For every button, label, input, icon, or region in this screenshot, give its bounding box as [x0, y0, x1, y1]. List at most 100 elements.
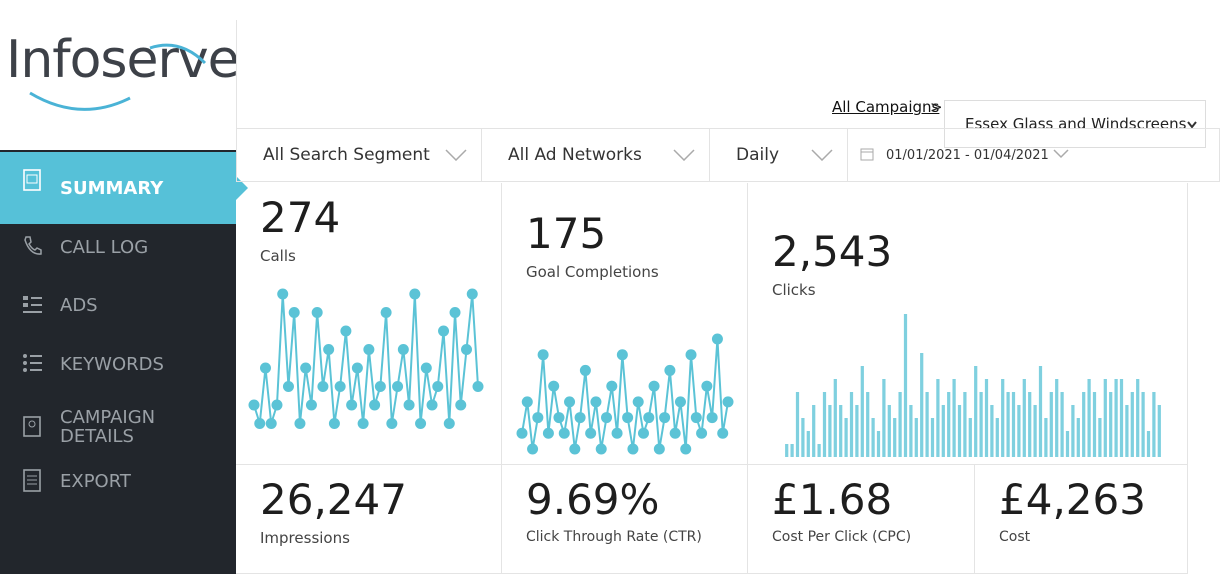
active-arrow [236, 176, 248, 200]
icon-shape [23, 169, 41, 191]
breadcrumb-separator: > [930, 98, 943, 116]
sparkline-bar [1125, 405, 1129, 457]
sparkline-dot [558, 427, 570, 439]
sparkline-bar [871, 418, 875, 457]
nav-icon [24, 236, 42, 255]
sparkline-bar [1146, 431, 1151, 457]
logo-swoosh [29, 43, 207, 111]
metric-value: 26,247 [260, 475, 407, 524]
sparkline-dot [690, 412, 702, 424]
sparkline-dot [648, 380, 660, 392]
sparkline-bar [876, 431, 881, 457]
sparkline-dot [311, 307, 323, 318]
sparkline-dot [521, 396, 533, 408]
sparkline-bar [903, 314, 908, 457]
nav-item[interactable]: CALL LOG [0, 218, 236, 276]
sparkline-bar [1065, 431, 1070, 457]
nav-icon [23, 354, 42, 372]
sidebar: SUMMARY CALL LOG ADS KEYWORDS CAMPAIGN DETAI… [0, 150, 248, 574]
sparkline-dot [701, 380, 713, 392]
nav-item[interactable]: ADS [0, 276, 236, 334]
calendar-icon [860, 148, 874, 161]
sparkline-bar [1087, 379, 1091, 457]
sparkline-dot [363, 344, 375, 355]
sparkline-bar [984, 379, 989, 457]
metric-label: Cost Per Click (CPC) [772, 529, 912, 545]
sparkline-dot [357, 418, 369, 429]
icon-shape [23, 303, 28, 307]
filter[interactable]: All Ad Networks [481, 128, 710, 182]
sparkline-bar [1006, 392, 1010, 457]
metric-card: 274 Calls [236, 183, 502, 465]
sparkline-dot [616, 349, 628, 361]
breadcrumb-link[interactable]: All Campaigns [832, 98, 940, 116]
sparkline-dot [706, 412, 718, 424]
filter-label: 01/01/2021 - 01/04/2021 [886, 147, 1049, 163]
sparkline-dot [569, 443, 581, 455]
sparkline [785, 314, 1161, 457]
sparkline-dot [548, 380, 560, 392]
sparkline-bar [947, 392, 951, 457]
sparkline-bar [860, 366, 864, 457]
filter[interactable]: All Search Segment [236, 128, 482, 182]
metric-card: £4,263 Cost [975, 465, 1188, 574]
sparkline-bar [844, 418, 848, 457]
sparkline-dot [397, 344, 409, 355]
sparkline-bar [952, 379, 956, 457]
filter[interactable]: Daily [709, 128, 848, 182]
metric-label: Goal Completions [526, 263, 659, 281]
nav-label: ADS [60, 294, 98, 316]
sparkline-bar [1152, 392, 1156, 457]
sparkline-bar [1055, 379, 1059, 457]
sparkline-bar [1136, 379, 1140, 457]
sparkline-dot [449, 307, 461, 318]
sparkline-bar [801, 418, 805, 457]
sparkline-bar [1082, 392, 1086, 457]
icon-shape [23, 368, 27, 372]
sparkline-bar [1017, 405, 1021, 457]
sparkline-dot [542, 427, 554, 439]
sparkline-bar [866, 392, 870, 457]
nav-item[interactable]: EXPORT [0, 452, 236, 510]
sparkline-dot [346, 399, 358, 411]
sparkline-bar [1044, 418, 1048, 457]
metric-label: Cost [999, 529, 1031, 545]
filter[interactable]: 01/01/2021 - 01/04/2021 [847, 128, 1220, 182]
sparkline-dot [455, 399, 467, 411]
sparkline-bar [995, 418, 999, 457]
sparkline-bar [1011, 392, 1016, 457]
nav-label: CAMPAIGN DETAILS [60, 407, 156, 447]
sparkline-dot [653, 443, 665, 455]
sparkline-dot [585, 427, 597, 439]
sparkline-dot [637, 427, 649, 439]
sparkline-bar [817, 444, 821, 457]
nav-item[interactable]: SUMMARY [0, 152, 248, 224]
sparkline-dot [664, 364, 676, 376]
nav-icon [23, 416, 41, 437]
sparkline-dot [722, 396, 734, 408]
sparkline-bar [1157, 405, 1161, 457]
icon-shape [23, 416, 41, 437]
sparkline-bar [839, 405, 843, 457]
nav-label: CALL LOG [60, 236, 149, 258]
sparkline-bar [1092, 392, 1097, 457]
sparkline-dot [426, 399, 438, 411]
sparkline-bar [941, 405, 945, 457]
sparkline-dot [409, 288, 421, 300]
sparkline-dot [420, 362, 432, 374]
sparkline-dot [461, 344, 473, 355]
sparkline-bar [855, 405, 859, 457]
sparkline-bar [1119, 379, 1124, 457]
sparkline-dot [611, 427, 623, 439]
sparkline-bar [1038, 366, 1043, 457]
metric-value: £1.68 [772, 475, 893, 524]
sparkline-dot [248, 399, 260, 411]
sparkline-bar [1109, 392, 1113, 457]
sparkline-bar [893, 418, 897, 457]
metric-value: 274 [260, 193, 341, 242]
metric-value: 2,543 [772, 227, 893, 276]
sparkline-bar [1114, 379, 1118, 457]
nav-item[interactable]: KEYWORDS [0, 335, 236, 393]
nav-item[interactable]: CAMPAIGN DETAILS [0, 398, 236, 456]
